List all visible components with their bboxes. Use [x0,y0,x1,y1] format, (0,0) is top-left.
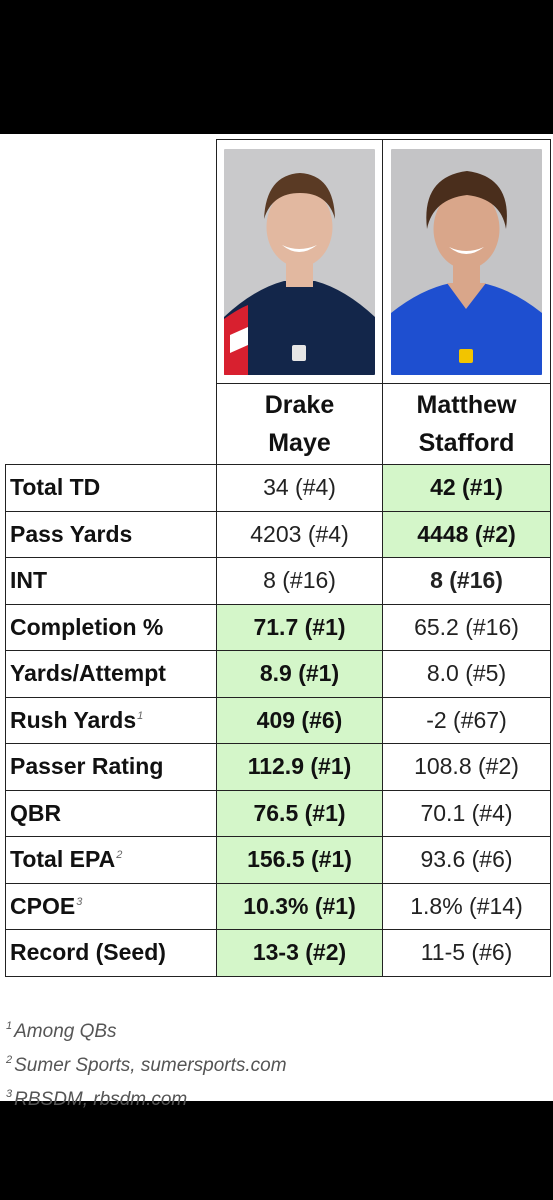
stat-row: Yards/Attempt 8.9 (#1) 8.0 (#5) [5,650,551,698]
stat-value-maye: 112.9 (#1) [216,743,383,791]
stat-label-text: Total EPA [10,846,116,873]
footnote: 3 RBSDM, rbsdm.com [6,1080,287,1114]
stat-value-stafford: 42 (#1) [382,464,551,512]
footnote-text: Sumer Sports, sumersports.com [14,1055,287,1076]
stat-row: INT 8 (#16) 8 (#16) [5,557,551,605]
stat-row: Total TD 34 (#4) 42 (#1) [5,464,551,512]
stat-rows: Total TD 34 (#4) 42 (#1) Pass Yards 4203 (#4… [5,464,551,977]
stat-row: Pass Yards 4203 (#4) 4448 (#2) [5,510,551,558]
stat-label-text: Record (Seed) [10,939,166,966]
footnote-number: 2 [6,1054,13,1066]
footnote-number: 3 [6,1088,13,1100]
empty-corner [6,140,217,465]
stat-value-maye: 409 (#6) [216,696,383,744]
stat-value-maye: 34 (#4) [216,464,383,512]
stat-value-maye: 10.3% (#1) [216,882,383,930]
footnote-marker: 3 [76,895,83,908]
stat-value-stafford: 4448 (#2) [382,510,551,558]
stat-label-text: Total TD [10,474,101,501]
stat-value-maye: 8 (#16) [216,557,383,605]
stat-label-text: INT [10,567,48,594]
footnote: 1 Among QBs [6,1012,287,1046]
stat-label-text: QBR [10,799,62,826]
stat-label: Passer Rating [5,743,217,791]
stat-label: Rush Yards1 [5,696,217,744]
stat-value-stafford: 8 (#16) [382,557,551,605]
stat-label: INT [5,557,217,605]
stat-label: Total EPA2 [5,836,217,884]
stat-value-stafford: 8.0 (#5) [382,650,551,698]
stat-value-maye: 71.7 (#1) [216,603,383,651]
stat-label: Completion % [5,603,217,651]
stat-value-stafford: 108.8 (#2) [382,743,551,791]
player-photo-stafford [391,148,542,375]
stat-label-text: CPOE [10,892,76,919]
stat-label: CPOE3 [5,882,217,930]
stat-row: Record (Seed) 13-3 (#2) 11-5 (#6) [5,929,551,977]
player-name-stafford: Matthew Stafford [382,383,551,465]
footnote-marker: 2 [116,849,123,862]
stat-value-stafford: 65.2 (#16) [382,603,551,651]
stat-label-text: Pass Yards [10,520,133,547]
player-last-name: Maye [268,429,331,457]
stat-label: Yards/Attempt [5,650,217,698]
stat-label: Pass Yards [5,510,217,558]
footnote-marker: 1 [137,709,144,722]
stat-value-maye: 156.5 (#1) [216,836,383,884]
player-photo-cell-stafford [382,139,551,384]
comparison-card: Drake Maye Matthew Stafford Total TD 34 (… [0,134,553,1110]
stat-row: Total EPA2 156.5 (#1) 93.6 (#6) [5,836,551,884]
stat-row: QBR 76.5 (#1) 70.1 (#4) [5,789,551,837]
player-last-name: Stafford [418,429,515,457]
photo-row [6,139,551,384]
stat-value-maye: 8.9 (#1) [216,650,383,698]
stat-label: Record (Seed) [5,929,217,977]
stat-value-maye: 4203 (#4) [216,510,383,558]
footnote-number: 1 [6,1020,13,1032]
stat-value-stafford: 1.8% (#14) [382,882,551,930]
stat-value-maye: 76.5 (#1) [216,789,383,837]
stat-value-stafford: 93.6 (#6) [382,836,551,884]
footnote-text: Among QBs [14,1021,117,1042]
stat-label-text: Yards/Attempt [10,660,166,687]
qb-comparison-table: Drake Maye Matthew Stafford Total TD 34 (… [5,139,551,977]
player-first-name: Drake [264,391,335,419]
footnotes: 1 Among QBs 2 Sumer Sports, sumersports.com… [6,1012,287,1114]
player-photo-cell-maye [216,139,383,384]
player-first-name: Matthew [416,391,517,419]
stat-row: Rush Yards1 409 (#6) -2 (#67) [5,696,551,744]
stat-value-stafford: -2 (#67) [382,696,551,744]
stat-label-text: Rush Yards [10,706,137,733]
stat-label-text: Completion % [10,613,164,640]
stat-row: Completion % 71.7 (#1) 65.2 (#16) [5,603,551,651]
name-row: Drake Maye Matthew Stafford [6,383,551,465]
stat-value-stafford: 70.1 (#4) [382,789,551,837]
stat-label: QBR [5,789,217,837]
footnote-text: RBSDM, rbsdm.com [14,1089,188,1110]
player-name-maye: Drake Maye [216,383,383,465]
footnote: 2 Sumer Sports, sumersports.com [6,1046,287,1080]
player-photo-maye [224,148,375,375]
stat-value-stafford: 11-5 (#6) [382,929,551,977]
stat-row: Passer Rating 112.9 (#1) 108.8 (#2) [5,743,551,791]
stat-row: CPOE3 10.3% (#1) 1.8% (#14) [5,882,551,930]
stat-value-maye: 13-3 (#2) [216,929,383,977]
stat-label-text: Passer Rating [10,753,164,780]
stat-label: Total TD [5,464,217,512]
